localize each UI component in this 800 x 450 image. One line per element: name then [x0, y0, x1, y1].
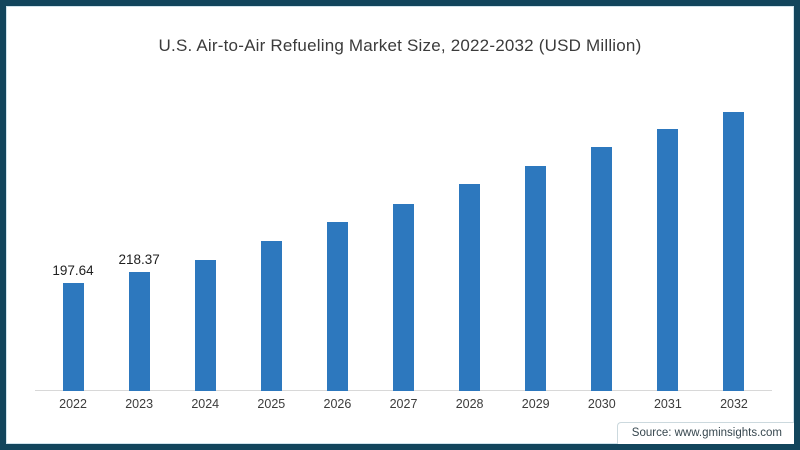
x-tick-label-2027: 2027	[389, 397, 418, 411]
bar-2028	[459, 184, 481, 391]
bar-2030	[591, 146, 613, 391]
bar-group-2030: 2030	[569, 74, 635, 411]
bar-group-2023: 218.37 2023	[106, 74, 172, 411]
x-tick-label-2026: 2026	[323, 397, 352, 411]
bar-group-2025: 2025	[238, 74, 304, 411]
bar-2031	[657, 129, 679, 391]
x-tick-label-2025: 2025	[257, 397, 286, 411]
bar-group-2031: 2031	[635, 74, 701, 411]
x-tick-label-2031: 2031	[653, 397, 682, 411]
x-tick-label-2022: 2022	[59, 397, 87, 411]
x-tick-label-2024: 2024	[191, 397, 220, 411]
bar-group-2022: 197.64 2022	[40, 74, 106, 411]
bar-2027	[393, 203, 415, 391]
bar-group-2027: 2027	[370, 74, 436, 411]
bar-2023	[128, 271, 150, 391]
x-tick-label-2030: 2030	[587, 397, 616, 411]
bar-group-2029: 2029	[503, 74, 569, 411]
bar-group-2028: 2028	[437, 74, 503, 411]
bar-2022	[62, 282, 84, 391]
x-tick-label-2029: 2029	[521, 397, 550, 411]
x-tick-label-2028: 2028	[455, 397, 484, 411]
plot-area: 197.64 2022 218.37 2023 2024 2025 2026 2027 2028…	[35, 74, 772, 411]
bar-group-2026: 2026	[304, 74, 370, 411]
bar-value-label-2023: 218.37	[118, 251, 160, 267]
source-attribution: Source: www.gminsights.com	[616, 422, 794, 444]
bar-2025	[260, 241, 282, 391]
bar-group-2024: 2024	[172, 74, 238, 411]
bar-2029	[525, 165, 547, 391]
chart-title: U.S. Air-to-Air Refueling Market Size, 2…	[158, 36, 642, 55]
bar-group-2032: 2032	[701, 74, 767, 411]
bar-2026	[326, 222, 348, 391]
bar-2032	[723, 112, 745, 391]
x-tick-label-2023: 2023	[125, 397, 154, 411]
bar-value-label-2022: 197.64	[52, 262, 94, 278]
bar-2024	[194, 260, 216, 391]
source-text: Source: www.gminsights.com	[631, 427, 782, 439]
x-tick-label-2032: 2032	[720, 397, 748, 411]
